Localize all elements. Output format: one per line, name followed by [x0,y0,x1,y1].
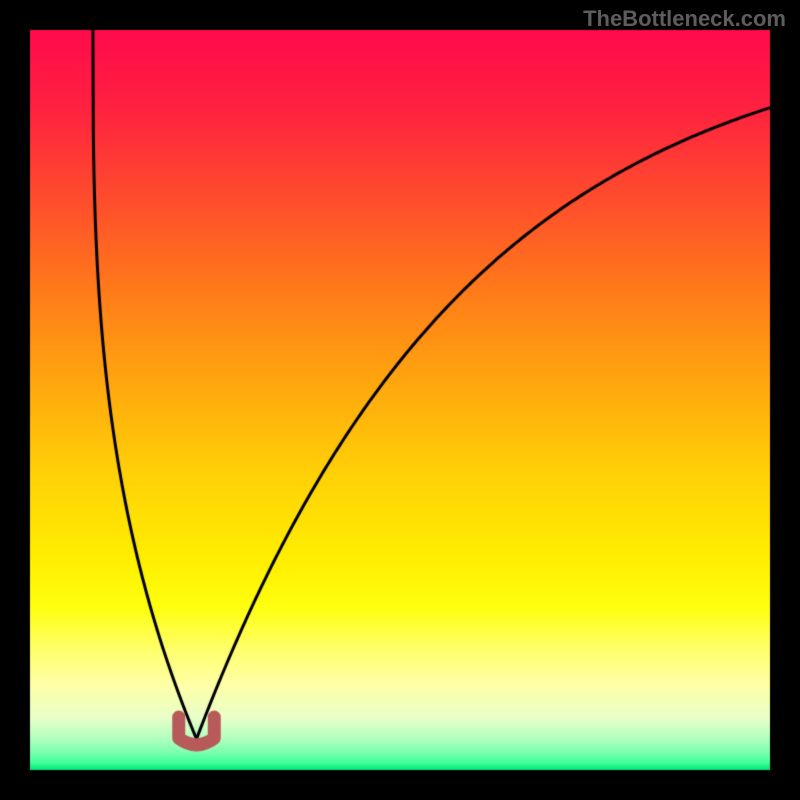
bottleneck-chart [0,0,800,800]
watermark-text: TheBottleneck.com [583,6,786,32]
